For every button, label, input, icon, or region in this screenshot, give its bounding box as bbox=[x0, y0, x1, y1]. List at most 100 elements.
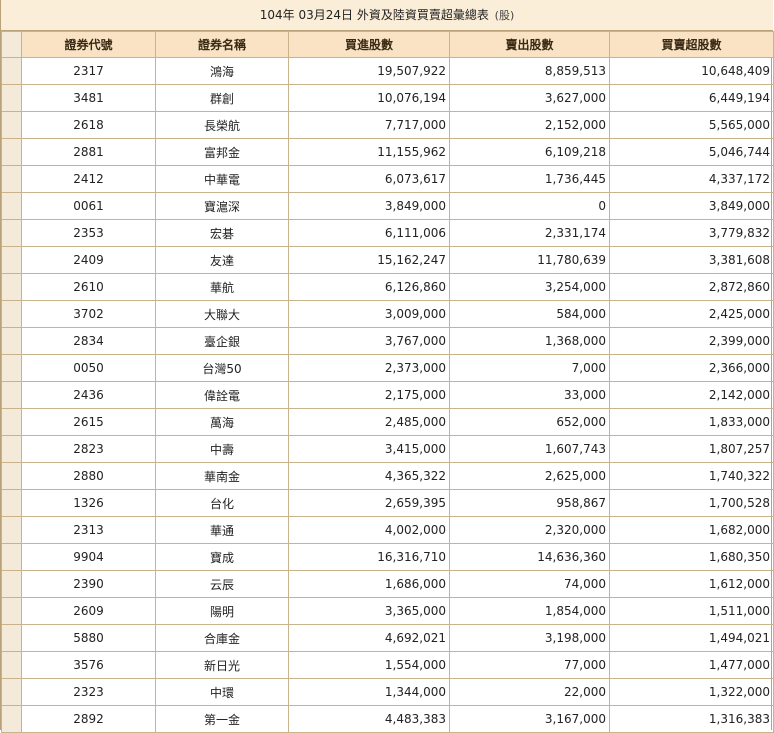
stock-code: 3576 bbox=[21, 651, 156, 679]
row-marker bbox=[1, 84, 22, 112]
net-shares: 1,316,383 bbox=[609, 705, 774, 733]
stock-code: 9904 bbox=[21, 543, 156, 571]
stock-name: 臺企銀 bbox=[155, 327, 289, 355]
net-shares: 3,381,608 bbox=[609, 246, 774, 274]
table-row: 2313 華通 4,002,000 2,320,000 1,682,000 bbox=[1, 516, 774, 544]
row-marker bbox=[1, 138, 22, 166]
buy-shares: 3,849,000 bbox=[288, 192, 450, 220]
stock-name: 寶成 bbox=[155, 543, 289, 571]
stock-name: 合庫金 bbox=[155, 624, 289, 652]
stock-code: 2353 bbox=[21, 219, 156, 247]
sell-shares: 1,854,000 bbox=[449, 597, 610, 625]
sell-shares: 2,625,000 bbox=[449, 462, 610, 490]
stock-code: 2618 bbox=[21, 111, 156, 139]
stock-name: 華通 bbox=[155, 516, 289, 544]
stock-code: 2409 bbox=[21, 246, 156, 274]
table-row: 2317 鴻海 19,507,922 8,859,513 10,648,409 bbox=[1, 57, 774, 85]
row-marker bbox=[1, 273, 22, 301]
table-body: 2317 鴻海 19,507,922 8,859,513 10,648,409 … bbox=[1, 57, 774, 733]
row-marker bbox=[1, 651, 22, 679]
net-shares: 2,366,000 bbox=[609, 354, 774, 382]
sell-shares: 3,198,000 bbox=[449, 624, 610, 652]
table-row: 2390 云辰 1,686,000 74,000 1,612,000 bbox=[1, 570, 774, 598]
stock-name: 第一金 bbox=[155, 705, 289, 733]
sell-shares: 2,320,000 bbox=[449, 516, 610, 544]
net-shares: 1,700,528 bbox=[609, 489, 774, 517]
buy-shares: 2,373,000 bbox=[288, 354, 450, 382]
stock-name: 新日光 bbox=[155, 651, 289, 679]
row-marker bbox=[1, 381, 22, 409]
stock-name: 偉詮電 bbox=[155, 381, 289, 409]
buy-shares: 2,175,000 bbox=[288, 381, 450, 409]
stock-code: 2610 bbox=[21, 273, 156, 301]
sell-shares: 8,859,513 bbox=[449, 57, 610, 85]
table-row: 3481 群創 10,076,194 3,627,000 6,449,194 bbox=[1, 84, 774, 112]
stock-name: 中環 bbox=[155, 678, 289, 706]
header-buy-shares[interactable]: 買進股數 bbox=[288, 31, 450, 58]
sell-shares: 652,000 bbox=[449, 408, 610, 436]
row-marker bbox=[1, 327, 22, 355]
sell-shares: 6,109,218 bbox=[449, 138, 610, 166]
row-marker bbox=[1, 624, 22, 652]
row-marker bbox=[1, 678, 22, 706]
net-shares: 1,680,350 bbox=[609, 543, 774, 571]
net-shares: 6,449,194 bbox=[609, 84, 774, 112]
net-shares: 1,494,021 bbox=[609, 624, 774, 652]
sell-shares: 0 bbox=[449, 192, 610, 220]
table-row: 2436 偉詮電 2,175,000 33,000 2,142,000 bbox=[1, 381, 774, 409]
net-shares: 1,477,000 bbox=[609, 651, 774, 679]
stock-code: 2615 bbox=[21, 408, 156, 436]
stock-name: 萬海 bbox=[155, 408, 289, 436]
table-row: 2409 友達 15,162,247 11,780,639 3,381,608 bbox=[1, 246, 774, 274]
net-shares: 5,565,000 bbox=[609, 111, 774, 139]
sell-shares: 14,636,360 bbox=[449, 543, 610, 571]
table-row: 2615 萬海 2,485,000 652,000 1,833,000 bbox=[1, 408, 774, 436]
buy-shares: 10,076,194 bbox=[288, 84, 450, 112]
sell-shares: 584,000 bbox=[449, 300, 610, 328]
stock-code: 2609 bbox=[21, 597, 156, 625]
sell-shares: 3,167,000 bbox=[449, 705, 610, 733]
stock-code: 2834 bbox=[21, 327, 156, 355]
buy-shares: 11,155,962 bbox=[288, 138, 450, 166]
buy-shares: 7,717,000 bbox=[288, 111, 450, 139]
table-row: 2834 臺企銀 3,767,000 1,368,000 2,399,000 bbox=[1, 327, 774, 355]
sell-shares: 1,368,000 bbox=[449, 327, 610, 355]
table-row: 2610 華航 6,126,860 3,254,000 2,872,860 bbox=[1, 273, 774, 301]
row-marker bbox=[1, 462, 22, 490]
header-net-shares[interactable]: 買賣超股數 bbox=[609, 31, 774, 58]
stock-code: 2823 bbox=[21, 435, 156, 463]
table-row: 0050 台灣50 2,373,000 7,000 2,366,000 bbox=[1, 354, 774, 382]
table-row: 2412 中華電 6,073,617 1,736,445 4,337,172 bbox=[1, 165, 774, 193]
header-sell-shares[interactable]: 賣出股數 bbox=[449, 31, 610, 58]
net-shares: 5,046,744 bbox=[609, 138, 774, 166]
table-row: 1326 台化 2,659,395 958,867 1,700,528 bbox=[1, 489, 774, 517]
table-row: 2323 中環 1,344,000 22,000 1,322,000 bbox=[1, 678, 774, 706]
net-shares: 3,779,832 bbox=[609, 219, 774, 247]
sell-shares: 11,780,639 bbox=[449, 246, 610, 274]
net-shares: 2,399,000 bbox=[609, 327, 774, 355]
stock-code: 0061 bbox=[21, 192, 156, 220]
stock-name: 長榮航 bbox=[155, 111, 289, 139]
sell-shares: 74,000 bbox=[449, 570, 610, 598]
stock-code: 1326 bbox=[21, 489, 156, 517]
row-marker bbox=[1, 246, 22, 274]
buy-shares: 15,162,247 bbox=[288, 246, 450, 274]
stock-code: 2313 bbox=[21, 516, 156, 544]
sell-shares: 3,254,000 bbox=[449, 273, 610, 301]
row-marker bbox=[1, 165, 22, 193]
header-stock-name[interactable]: 證券名稱 bbox=[155, 31, 289, 58]
row-marker bbox=[1, 597, 22, 625]
header-stock-code[interactable]: 證券代號 bbox=[21, 31, 156, 58]
table-row: 9904 寶成 16,316,710 14,636,360 1,680,350 bbox=[1, 543, 774, 571]
net-shares: 2,872,860 bbox=[609, 273, 774, 301]
stock-name: 中壽 bbox=[155, 435, 289, 463]
table-row: 2892 第一金 4,483,383 3,167,000 1,316,383 bbox=[1, 705, 774, 733]
stock-name: 寶滬深 bbox=[155, 192, 289, 220]
report-title-text: 104年 03月24日 外資及陸資買賣超彙總表 bbox=[259, 8, 489, 22]
buy-shares: 19,507,922 bbox=[288, 57, 450, 85]
net-shares: 10,648,409 bbox=[609, 57, 774, 85]
net-shares: 2,425,000 bbox=[609, 300, 774, 328]
table-row: 2823 中壽 3,415,000 1,607,743 1,807,257 bbox=[1, 435, 774, 463]
stock-code: 2412 bbox=[21, 165, 156, 193]
